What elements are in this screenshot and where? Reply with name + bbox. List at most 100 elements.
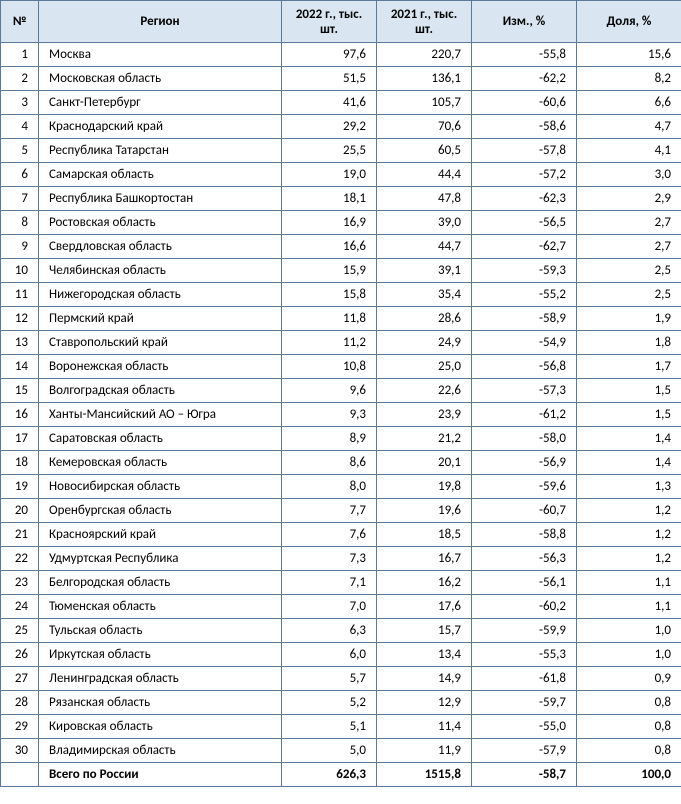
col-header-2022: 2022 г., тыс. шт. — [282, 1, 377, 43]
cell-share: 2,5 — [577, 283, 681, 307]
cell-2021: 39,0 — [377, 211, 472, 235]
cell-change: -60,7 — [472, 499, 577, 523]
cell-2021: 23,9 — [377, 403, 472, 427]
table-row: 21Красноярский край7,618,5-58,81,2 — [1, 523, 681, 547]
table-row: 3Санкт-Петербург41,6105,7-60,66,6 — [1, 91, 681, 115]
regions-table: № Регион 2022 г., тыс. шт. 2021 г., тыс.… — [0, 0, 681, 787]
cell-change: -55,2 — [472, 283, 577, 307]
cell-share: 1,2 — [577, 547, 681, 571]
table-header-row: № Регион 2022 г., тыс. шт. 2021 г., тыс.… — [1, 1, 681, 43]
cell-num: 8 — [1, 211, 39, 235]
table-row: 11Нижегородская область15,835,4-55,22,5 — [1, 283, 681, 307]
cell-2022: 5,7 — [282, 667, 377, 691]
table-row: 5Республика Татарстан25,560,5-57,84,1 — [1, 139, 681, 163]
cell-change: -55,3 — [472, 643, 577, 667]
cell-num: 28 — [1, 691, 39, 715]
cell-2022: 626,3 — [282, 763, 377, 787]
cell-share: 1,3 — [577, 475, 681, 499]
cell-change: -57,8 — [472, 139, 577, 163]
cell-change: -55,8 — [472, 43, 577, 67]
cell-share: 1,5 — [577, 403, 681, 427]
cell-region: Свердловская область — [39, 235, 282, 259]
cell-2021: 21,2 — [377, 427, 472, 451]
cell-num: 11 — [1, 283, 39, 307]
cell-change: -58,7 — [472, 763, 577, 787]
cell-change: -56,1 — [472, 571, 577, 595]
cell-region: Ставропольский край — [39, 331, 282, 355]
cell-num: 25 — [1, 619, 39, 643]
cell-region: Волгоградская область — [39, 379, 282, 403]
table-row: 24Тюменская область7,017,6-60,21,1 — [1, 595, 681, 619]
cell-region: Санкт-Петербург — [39, 91, 282, 115]
cell-2022: 16,6 — [282, 235, 377, 259]
cell-change: -59,7 — [472, 691, 577, 715]
cell-share: 8,2 — [577, 67, 681, 91]
cell-2022: 5,0 — [282, 739, 377, 763]
table-row: 7Республика Башкортостан18,147,8-62,32,9 — [1, 187, 681, 211]
table-row: 27Ленинградская область5,714,9-61,80,9 — [1, 667, 681, 691]
table-row: 16Ханты-Мансийский АО – Югра9,323,9-61,2… — [1, 403, 681, 427]
cell-change: -57,3 — [472, 379, 577, 403]
cell-2021: 24,9 — [377, 331, 472, 355]
cell-region: Ханты-Мансийский АО – Югра — [39, 403, 282, 427]
col-header-region: Регион — [39, 1, 282, 43]
cell-2022: 9,6 — [282, 379, 377, 403]
cell-share: 0,8 — [577, 739, 681, 763]
cell-2022: 97,6 — [282, 43, 377, 67]
cell-2022: 15,8 — [282, 283, 377, 307]
cell-change: -57,9 — [472, 739, 577, 763]
table-row: 20Оренбургская область7,719,6-60,71,2 — [1, 499, 681, 523]
cell-2021: 19,6 — [377, 499, 472, 523]
cell-num: 24 — [1, 595, 39, 619]
table-row: 28Рязанская область5,212,9-59,70,8 — [1, 691, 681, 715]
cell-change: -60,2 — [472, 595, 577, 619]
cell-share: 4,7 — [577, 115, 681, 139]
table-body: 1Москва97,6220,7-55,815,62Московская обл… — [1, 43, 681, 787]
table-row: 30Владимирская область5,011,9-57,90,8 — [1, 739, 681, 763]
cell-share: 0,9 — [577, 667, 681, 691]
cell-2022: 5,2 — [282, 691, 377, 715]
cell-region: Тульская область — [39, 619, 282, 643]
cell-2021: 60,5 — [377, 139, 472, 163]
cell-2021: 220,7 — [377, 43, 472, 67]
cell-2022: 11,8 — [282, 307, 377, 331]
table-row: 8Ростовская область16,939,0-56,52,7 — [1, 211, 681, 235]
cell-share: 2,7 — [577, 235, 681, 259]
cell-region: Новосибирская область — [39, 475, 282, 499]
table-row: 1Москва97,6220,7-55,815,6 — [1, 43, 681, 67]
cell-share: 0,8 — [577, 715, 681, 739]
cell-2022: 7,1 — [282, 571, 377, 595]
table-row: 9Свердловская область16,644,7-62,72,7 — [1, 235, 681, 259]
cell-num: 13 — [1, 331, 39, 355]
cell-2021: 22,6 — [377, 379, 472, 403]
cell-share: 2,7 — [577, 211, 681, 235]
cell-2021: 13,4 — [377, 643, 472, 667]
table-row: 25Тульская область6,315,7-59,91,0 — [1, 619, 681, 643]
cell-change: -62,2 — [472, 67, 577, 91]
cell-share: 100,0 — [577, 763, 681, 787]
table-row: 14Воронежская область10,825,0-56,81,7 — [1, 355, 681, 379]
cell-change: -59,9 — [472, 619, 577, 643]
cell-2022: 11,2 — [282, 331, 377, 355]
cell-num: 17 — [1, 427, 39, 451]
cell-2021: 14,9 — [377, 667, 472, 691]
cell-2022: 29,2 — [282, 115, 377, 139]
cell-2021: 20,1 — [377, 451, 472, 475]
cell-num — [1, 763, 39, 787]
cell-change: -58,6 — [472, 115, 577, 139]
cell-2021: 25,0 — [377, 355, 472, 379]
cell-2022: 7,6 — [282, 523, 377, 547]
cell-num: 18 — [1, 451, 39, 475]
cell-2021: 44,4 — [377, 163, 472, 187]
cell-change: -55,0 — [472, 715, 577, 739]
cell-change: -56,9 — [472, 451, 577, 475]
table-total-row: Всего по России626,31515,8-58,7100,0 — [1, 763, 681, 787]
cell-num: 22 — [1, 547, 39, 571]
cell-region: Красноярский край — [39, 523, 282, 547]
cell-change: -56,5 — [472, 211, 577, 235]
col-header-change: Изм., % — [472, 1, 577, 43]
cell-change: -59,6 — [472, 475, 577, 499]
cell-2022: 51,5 — [282, 67, 377, 91]
cell-2021: 12,9 — [377, 691, 472, 715]
cell-region: Удмуртская Республика — [39, 547, 282, 571]
